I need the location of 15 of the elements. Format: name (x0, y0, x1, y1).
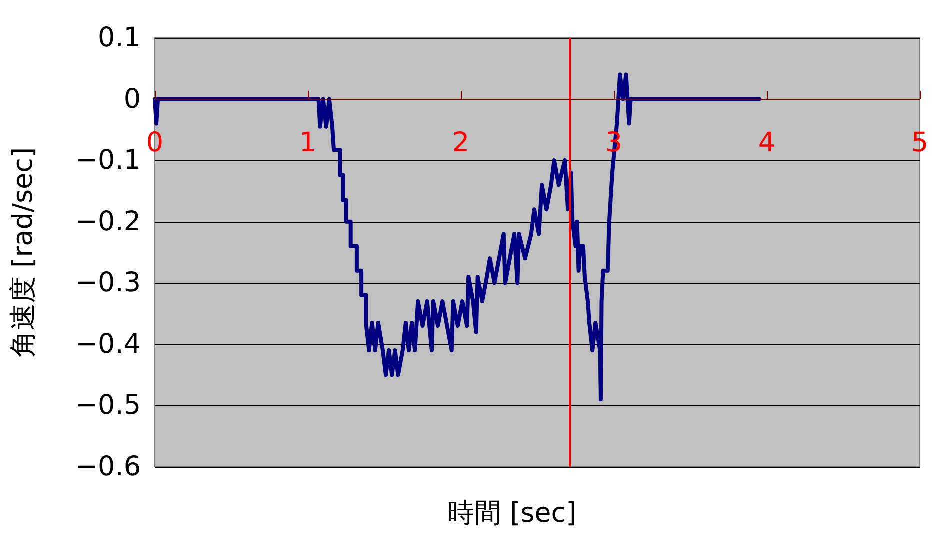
x-tick-label: 4 (758, 127, 776, 158)
y-tick-label: −0.6 (75, 452, 141, 482)
y-tick-label: 0.1 (98, 22, 141, 54)
x-tick-label: 0 (146, 127, 164, 158)
y-tick-label: −0.2 (75, 206, 141, 238)
x-tick-label: 5 (911, 127, 929, 158)
y-axis-title: 角速度 [rad/sec] (8, 147, 39, 358)
y-tick-label: 0 (124, 84, 141, 115)
x-axis-title: 時間 [sec] (448, 498, 577, 529)
x-tick-label: 2 (452, 127, 470, 158)
y-tick-label: −0.5 (75, 390, 141, 422)
y-tick-label: −0.3 (75, 268, 141, 299)
y-tick-label: −0.4 (75, 328, 141, 360)
x-tick-label: 1 (299, 127, 317, 158)
y-tick-label: −0.1 (75, 145, 141, 176)
